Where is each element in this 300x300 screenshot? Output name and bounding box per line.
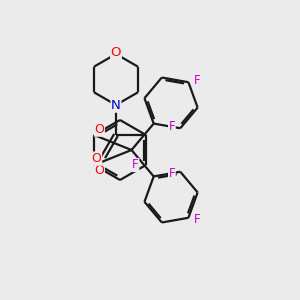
Text: F: F [132,158,139,172]
Text: N: N [111,99,121,112]
Text: F: F [194,74,200,87]
Text: F: F [169,167,175,180]
Text: F: F [169,120,175,133]
Text: O: O [94,123,104,136]
Text: O: O [94,164,104,177]
Text: F: F [194,213,200,226]
Text: O: O [111,46,121,59]
Text: O: O [92,152,102,165]
